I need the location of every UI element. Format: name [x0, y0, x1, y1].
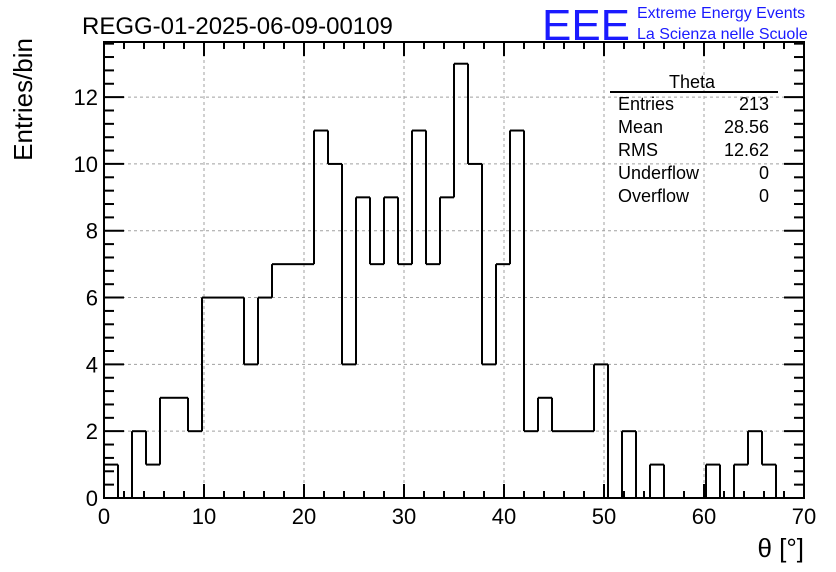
x-tick-label: 20 [292, 504, 316, 529]
y-tick-label: 12 [74, 85, 98, 110]
y-tick-label: 8 [86, 219, 98, 244]
stats-rms-label: RMS [618, 140, 658, 160]
stats-mean-label: Mean [618, 117, 663, 137]
x-tick-label: 0 [98, 504, 110, 529]
chart-title: REGG-01-2025-06-09-00109 [82, 13, 393, 40]
stats-underflow-value: 0 [759, 163, 769, 183]
y-tick-label: 4 [86, 352, 98, 377]
tick-labels: 0 10 20 30 40 50 60 70 0 2 4 6 8 10 12 [74, 85, 817, 529]
stats-name: Theta [669, 72, 716, 92]
stats-rms-value: 12.62 [724, 140, 769, 160]
stats-underflow-label: Underflow [618, 163, 700, 183]
logo-line-1: Extreme Energy Events [637, 5, 805, 22]
stats-overflow-value: 0 [759, 186, 769, 206]
y-tick-label: 10 [74, 152, 98, 177]
stats-box: Theta Entries 213 Mean 28.56 RMS 12.62 U… [610, 72, 778, 206]
x-tick-label: 70 [792, 504, 816, 529]
logo-line-2: La Scienza nelle Scuole [637, 26, 808, 43]
y-tick-label: 6 [86, 286, 98, 311]
x-tick-label: 60 [692, 504, 716, 529]
x-tick-label: 10 [192, 504, 216, 529]
x-tick-label: 50 [592, 504, 616, 529]
stats-entries-value: 213 [739, 94, 769, 114]
stats-mean-value: 28.56 [724, 117, 769, 137]
axis-ticks [103, 42, 805, 499]
y-tick-label: 0 [86, 486, 98, 511]
stats-entries-label: Entries [618, 94, 674, 114]
x-axis-title: θ [°] [757, 533, 804, 563]
x-tick-label: 40 [492, 504, 516, 529]
stats-overflow-label: Overflow [618, 186, 690, 206]
y-tick-label: 2 [86, 419, 98, 444]
x-tick-label: 30 [392, 504, 416, 529]
histogram-bars [103, 62, 804, 499]
y-axis-title: Entries/bin [8, 38, 38, 161]
eee-logo: EEE Extreme Energy Events La Scienza nel… [542, 1, 808, 50]
